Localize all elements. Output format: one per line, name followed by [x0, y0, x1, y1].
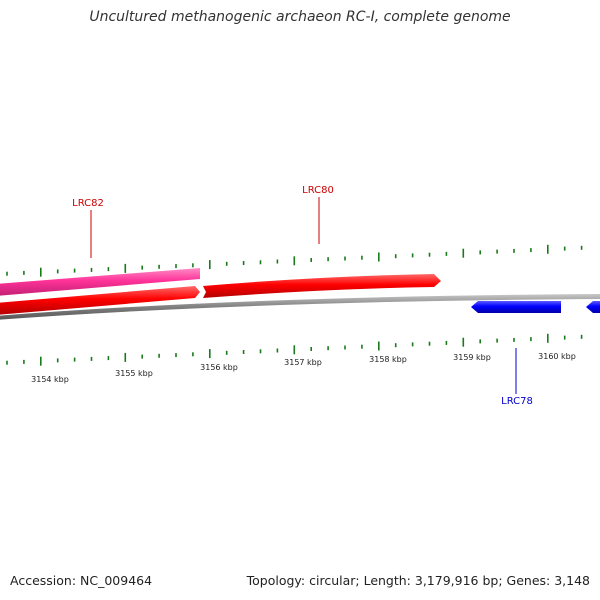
tick-label-3156: 3156 kbp: [200, 363, 238, 372]
tick-label-3155: 3155 kbp: [115, 369, 153, 378]
tick-label-3158: 3158 kbp: [369, 355, 407, 364]
accession-text: Accession: NC_009464: [10, 573, 153, 588]
gene-bar-lrc78[interactable]: [471, 301, 561, 313]
genome-backbone: [0, 294, 600, 320]
pink-feature-bar[interactable]: [0, 268, 200, 296]
tick-label-3154: 3154 kbp: [31, 375, 69, 384]
tick-label-3160: 3160 kbp: [538, 352, 576, 361]
lower-tick-row: [6, 333, 583, 366]
map-title: Uncultured methanogenic archaeon RC-I, c…: [89, 9, 511, 25]
upper-tick-row: [6, 244, 583, 277]
gene-bar-lrc82[interactable]: [0, 286, 200, 315]
gene-bar-lrc80[interactable]: [203, 274, 441, 298]
gene-bar-reverse-partial[interactable]: [586, 301, 600, 313]
gene-label-lrc82[interactable]: LRC82: [72, 198, 104, 209]
tick-label-3159: 3159 kbp: [453, 353, 491, 362]
tick-label-3157: 3157 kbp: [284, 358, 322, 367]
genome-summary-text: Topology: circular; Length: 3,179,916 bp…: [246, 573, 590, 588]
gene-label-lrc80[interactable]: LRC80: [302, 185, 334, 196]
gene-label-lrc78[interactable]: LRC78: [501, 396, 533, 407]
